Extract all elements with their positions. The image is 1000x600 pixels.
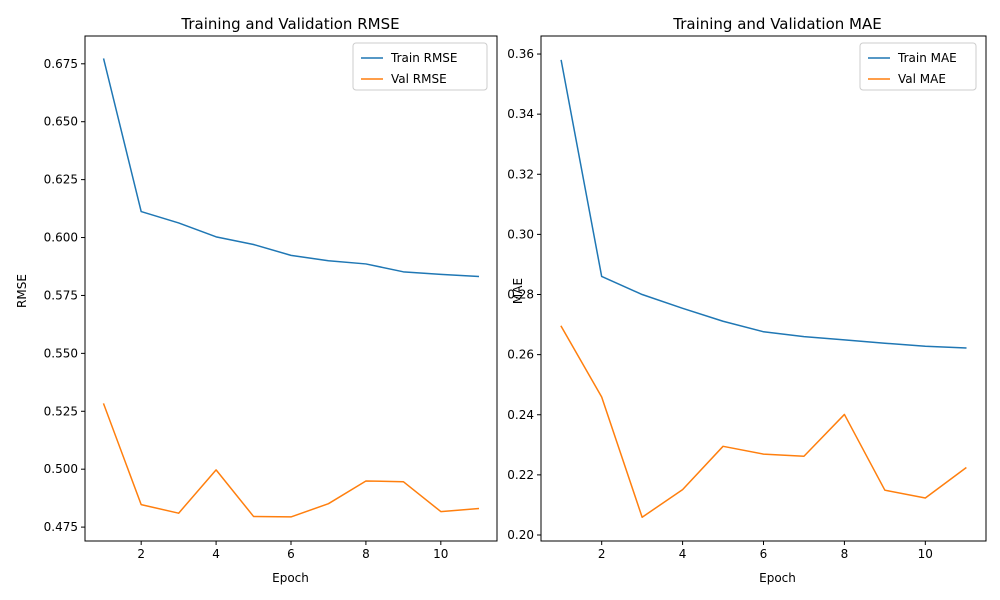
chart-rmse: Training and Validation RMSE Epoch RMSE … — [15, 15, 498, 585]
chart-mae: Training and Validation MAE Epoch MAE 2 4… — [507, 15, 987, 585]
legend: Train RMSE Val RMSE — [352, 42, 488, 91]
x-tick-label: 2 — [137, 547, 145, 561]
legend-label-1: Val MAE — [898, 72, 946, 86]
legend-label-0: Train MAE — [897, 51, 957, 65]
x-tick-label: 2 — [598, 547, 606, 561]
y-tick-label: 0.575 — [44, 288, 78, 302]
y-tick-label: 0.675 — [44, 57, 78, 71]
y-tick-label: 0.34 — [507, 107, 534, 121]
y-tick-label: 0.600 — [44, 231, 78, 245]
x-tick-label: 10 — [433, 547, 448, 561]
y-axis-label: MAE — [511, 278, 525, 304]
x-axis-label: Epoch — [759, 571, 796, 585]
y-tick-label: 0.24 — [507, 408, 534, 422]
y-tick-label: 0.500 — [44, 462, 78, 476]
legend-label-0: Train RMSE — [390, 51, 458, 65]
x-tick-label: 10 — [918, 547, 933, 561]
y-tick-label: 0.475 — [44, 520, 78, 534]
y-tick-label: 0.28 — [507, 288, 534, 302]
x-tick-label: 4 — [212, 547, 220, 561]
legend-label-1: Val RMSE — [391, 72, 447, 86]
y-tick-label: 0.32 — [507, 167, 534, 181]
x-tick-label: 6 — [760, 547, 768, 561]
y-tick-label: 0.22 — [507, 468, 534, 482]
y-tick-label: 0.36 — [507, 47, 534, 61]
y-tick-label: 0.30 — [507, 227, 534, 241]
series-line-0 — [102, 58, 480, 278]
x-tick-label: 6 — [287, 547, 295, 561]
x-axis-label: Epoch — [272, 571, 309, 585]
x-tick-label: 4 — [679, 547, 687, 561]
chart-title: Training and Validation RMSE — [180, 15, 399, 33]
plot-area: 2 4 6 8 10 0.20 0.22 0.24 0.26 0.28 0.30 0.32 0.34 0.… — [507, 35, 987, 561]
y-tick-label: 0.625 — [44, 173, 78, 187]
y-tick-label: 0.650 — [44, 115, 78, 129]
legend: Train MAE Val MAE — [859, 42, 977, 91]
plot-area: 2 4 6 8 10 0.475 0.500 0.525 0.550 0.575 0.600 0.62… — [44, 35, 498, 561]
y-tick-label: 0.20 — [507, 528, 534, 542]
y-tick-label: 0.26 — [507, 348, 534, 362]
y-axis-label: RMSE — [15, 274, 29, 308]
x-tick-label: 8 — [841, 547, 849, 561]
series-line-1 — [560, 325, 967, 518]
chart-title: Training and Validation MAE — [672, 15, 881, 33]
legend-box — [352, 42, 488, 91]
series-line-1 — [102, 403, 480, 518]
x-tick-label: 8 — [362, 547, 370, 561]
series-line-0 — [560, 59, 967, 349]
y-tick-label: 0.550 — [44, 346, 78, 360]
y-tick-label: 0.525 — [44, 404, 78, 418]
